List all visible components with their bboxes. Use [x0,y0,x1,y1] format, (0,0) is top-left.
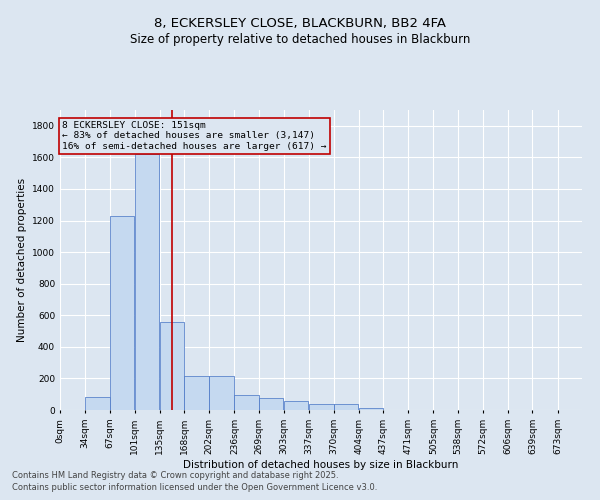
Bar [184,376,209,410]
Text: 8, ECKERSLEY CLOSE, BLACKBURN, BB2 4FA: 8, ECKERSLEY CLOSE, BLACKBURN, BB2 4FA [154,18,446,30]
Text: Contains public sector information licensed under the Open Government Licence v3: Contains public sector information licen… [12,484,377,492]
Bar [359,408,383,410]
Y-axis label: Number of detached properties: Number of detached properties [17,178,26,342]
Bar [134,154,159,410]
Text: Size of property relative to detached houses in Blackburn: Size of property relative to detached ho… [130,32,470,46]
Bar [160,322,184,410]
Bar [209,376,234,410]
Text: 8 ECKERSLEY CLOSE: 151sqm
← 83% of detached houses are smaller (3,147)
16% of se: 8 ECKERSLEY CLOSE: 151sqm ← 83% of detac… [62,121,327,151]
Bar [309,404,334,410]
X-axis label: Distribution of detached houses by size in Blackburn: Distribution of detached houses by size … [184,460,458,469]
Bar [284,400,308,410]
Bar [235,395,259,410]
Bar [334,404,358,410]
Bar [85,398,110,410]
Bar [259,398,283,410]
Bar [110,216,134,410]
Text: Contains HM Land Registry data © Crown copyright and database right 2025.: Contains HM Land Registry data © Crown c… [12,471,338,480]
